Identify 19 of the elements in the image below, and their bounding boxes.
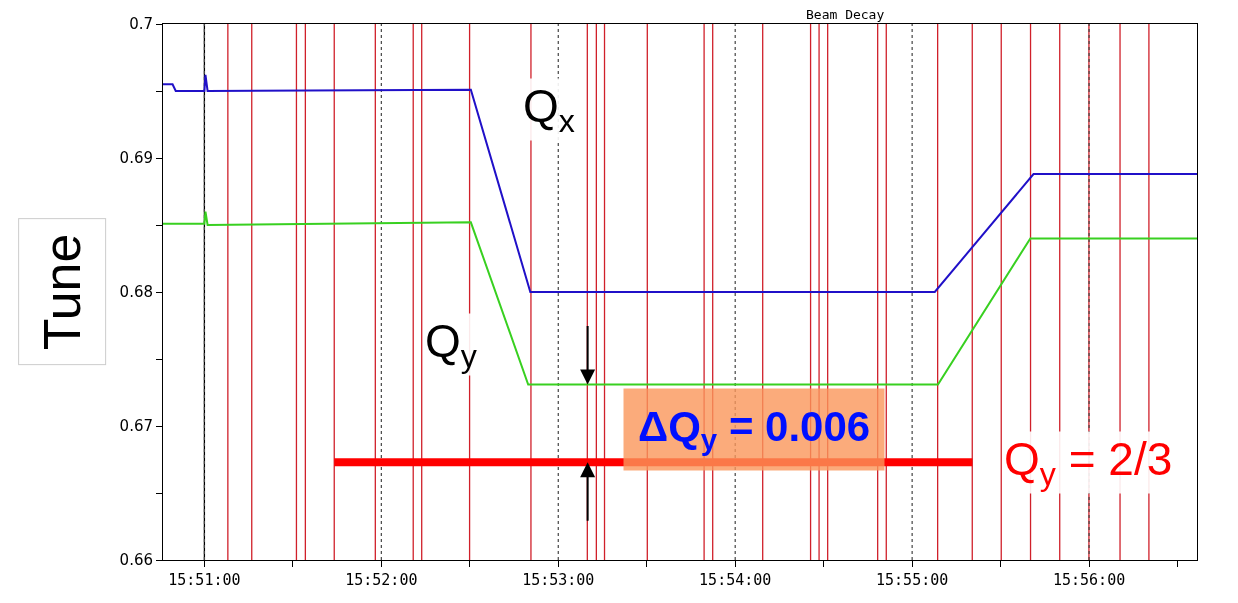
y-tick-label: 0.68 bbox=[119, 283, 153, 302]
x-tick-label: 15:54:00 bbox=[699, 571, 772, 589]
series-label: Q$_{y}$ bbox=[425, 315, 478, 374]
x-tick-label: 15:53:00 bbox=[522, 571, 595, 589]
x-tick-label: 15:52:00 bbox=[345, 571, 418, 589]
series-label: Q$_{x}$ bbox=[523, 80, 575, 139]
line-series bbox=[163, 210, 1197, 386]
series-label: Q$_{y}$ = 2/3 bbox=[1004, 433, 1173, 492]
line-series bbox=[163, 73, 1197, 293]
text: Beam Decay bbox=[806, 7, 885, 22]
y-tick-label: 0.67 bbox=[119, 417, 153, 436]
annotation: ΔQ$_{y}$ = 0.006 bbox=[638, 403, 871, 456]
y-tick-label: 0.7 bbox=[129, 15, 153, 34]
y-axis-title: Tune bbox=[33, 233, 92, 351]
y-tick-label: 0.66 bbox=[119, 551, 153, 570]
y-tick-label: 0.69 bbox=[119, 149, 153, 168]
x-tick-label: 15:51:00 bbox=[168, 571, 241, 589]
x-tick-label: 15:55:00 bbox=[876, 571, 949, 589]
x-tick-label: 15:56:00 bbox=[1052, 571, 1126, 589]
